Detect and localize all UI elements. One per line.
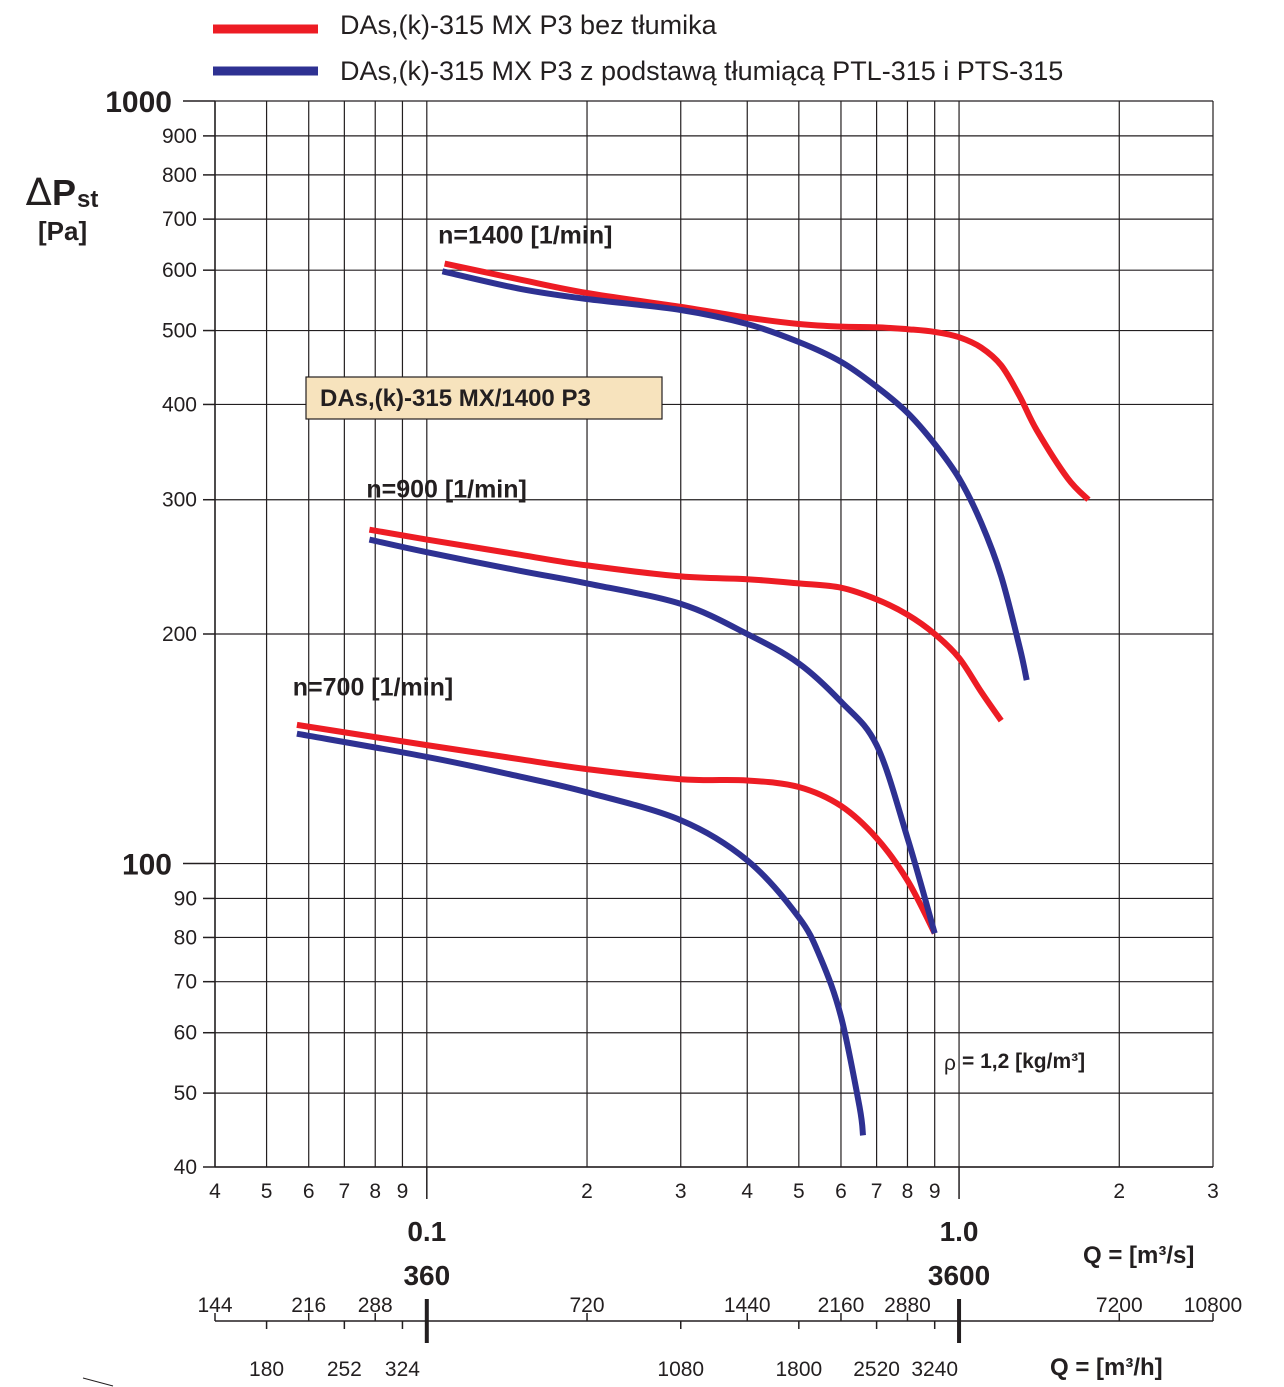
x-tick-label: 9	[929, 1180, 941, 1203]
x-tick-label: 6	[835, 1180, 847, 1203]
y-tick-label: 40	[174, 1156, 197, 1179]
m3h-tick-label-bottom: 180	[249, 1358, 284, 1381]
curve-blue-7001	[296, 730, 866, 1136]
x-tick-label: 5	[793, 1180, 805, 1203]
curve-blue-9001	[368, 536, 938, 935]
speed-label: n=700 [1/min]	[293, 674, 453, 702]
x-tick-label: 8	[902, 1180, 914, 1203]
speed-label: n=900 [1/min]	[366, 476, 526, 504]
m3h-tick-label-bottom: 2520	[853, 1358, 900, 1381]
model-box-label: DAs,(k)-315 MX/1400 P3	[320, 385, 591, 412]
m3h-tick-label-bottom: 3240	[911, 1358, 958, 1381]
x-decade-m3h-label: 360	[403, 1260, 450, 1291]
m3h-tick-label-bottom: 324	[385, 1358, 420, 1381]
legend-label-blue: DAs,(k)-315 MX P3 z podstawą tłumiącą PT…	[340, 56, 1063, 86]
y-tick-label: 70	[174, 971, 197, 994]
y-tick-label: 80	[174, 926, 197, 949]
x-tick-label: 5	[261, 1180, 273, 1203]
curve-blue-1400	[441, 268, 1030, 681]
curves	[296, 260, 1091, 1136]
x-tick-label: 9	[397, 1180, 409, 1203]
x-decade-label: 0.1	[407, 1216, 446, 1247]
y-tick-label: 600	[162, 259, 197, 282]
m3h-tick-label-top: 2160	[818, 1294, 865, 1317]
legend: DAs,(k)-315 MX P3 bez tłumika DAs,(k)-31…	[213, 10, 1063, 86]
y-tick-label: 800	[162, 164, 197, 187]
x-decade-m3h-label: 3600	[928, 1260, 990, 1291]
model-box: DAs,(k)-315 MX/1400 P3	[305, 376, 663, 420]
m3h-tick-label-top: 216	[291, 1294, 326, 1317]
x-tick-label: 4	[209, 1180, 221, 1203]
y-tick-label: 1000	[105, 86, 172, 119]
y-tick-label: 400	[162, 393, 197, 416]
x-tick-label: 2	[1113, 1180, 1125, 1203]
x-tick-label: 6	[303, 1180, 315, 1203]
m3h-tick-label-top: 1440	[724, 1294, 771, 1317]
speed-label: n=1400 [1/min]	[438, 222, 612, 250]
density-symbol: ρ	[944, 1052, 956, 1075]
x-tick-label: 2	[581, 1180, 593, 1203]
model-box-frame	[305, 376, 663, 420]
m3h-tick-label-top: 288	[358, 1294, 393, 1317]
density-note: ρ = 1,2 [kg/m³]	[944, 1050, 1085, 1075]
m3h-tick-label-bottom: 1080	[657, 1358, 704, 1381]
axes	[183, 100, 1213, 1199]
y-axis-label-unit: [Pa]	[38, 216, 87, 246]
y-tick-label: 60	[174, 1022, 197, 1045]
density-value: = 1,2 [kg/m³]	[962, 1050, 1085, 1073]
y-tick-label: 100	[122, 849, 172, 882]
speed-labels: n=1400 [1/min] n=900 [1/min] n=700 [1/min]	[293, 222, 613, 702]
y-tick-label: 500	[162, 320, 197, 343]
m3h-tick-label-top: 2880	[884, 1294, 931, 1317]
legend-label-red: DAs,(k)-315 MX P3 bez tłumika	[340, 10, 718, 40]
curve-red-7001	[296, 721, 938, 935]
x-axis-unit-m3s: Q = [m³/s]	[1083, 1242, 1194, 1269]
x-tick-label: 3	[675, 1180, 687, 1203]
curve-red-9001	[368, 526, 1004, 723]
m3h-tick-label-bottom: 252	[327, 1358, 362, 1381]
m3h-tick-label-top: 10800	[1184, 1294, 1242, 1317]
grid	[214, 100, 1214, 1168]
y-tick-label: 300	[162, 489, 197, 512]
x-decade-label: 1.0	[940, 1216, 979, 1247]
y-axis-label-delta: ∆	[25, 170, 52, 214]
stray-mark	[82, 1377, 114, 1387]
m3h-tick-label-bottom: 1800	[775, 1358, 822, 1381]
curve-red-1400	[443, 260, 1091, 502]
x-tick-label: 3	[1207, 1180, 1219, 1203]
x-tick-label: 7	[339, 1180, 351, 1203]
x-axis-unit-m3h: Q = [m³/h]	[1050, 1354, 1163, 1381]
y-axis-label-subscript: st	[77, 186, 98, 213]
y-tick-label: 700	[162, 208, 197, 231]
y-tick-label: 90	[174, 887, 197, 910]
m3h-tick-label-top: 144	[197, 1294, 232, 1317]
m3h-tick-label-top: 720	[570, 1294, 605, 1317]
m3h-tick-label-top: 7200	[1096, 1294, 1143, 1317]
m3h-scale: 144 216 288 720 1440 2160 2880 7200 10800 180 252 3…	[197, 1294, 1242, 1381]
y-tick-label: 900	[162, 125, 197, 148]
y-tick-label: 50	[174, 1082, 197, 1105]
y-axis-label-symbol: P	[52, 172, 76, 213]
x-tick-label: 4	[741, 1180, 753, 1203]
x-tick-label: 8	[369, 1180, 381, 1203]
x-tick-label: 7	[871, 1180, 883, 1203]
y-tick-label: 200	[162, 623, 197, 646]
y-axis-label: ∆ P st [Pa]	[25, 170, 98, 246]
